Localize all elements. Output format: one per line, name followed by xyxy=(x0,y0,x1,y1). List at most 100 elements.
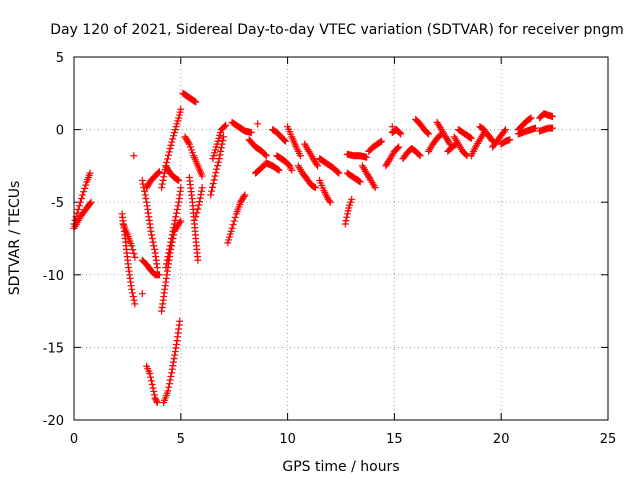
data-point xyxy=(163,256,171,264)
data-point xyxy=(313,160,321,168)
data-point xyxy=(174,202,182,210)
data-point xyxy=(210,176,218,184)
data-point xyxy=(138,290,146,298)
data-point xyxy=(164,387,172,395)
data-point xyxy=(164,155,172,163)
data-point xyxy=(221,122,229,130)
data-point xyxy=(395,143,403,151)
x-axis-label: GPS time / hours xyxy=(282,459,399,475)
data-point xyxy=(146,370,154,378)
data-point xyxy=(219,136,227,144)
data-point xyxy=(208,187,216,195)
data-point xyxy=(164,151,172,159)
data-point xyxy=(158,180,166,188)
data-point xyxy=(131,300,139,308)
data-point xyxy=(213,165,221,173)
data-point xyxy=(82,181,90,189)
data-point xyxy=(148,380,156,388)
data-point xyxy=(141,191,149,199)
data-point xyxy=(262,152,270,160)
data-point xyxy=(445,139,453,147)
data-point xyxy=(155,168,163,176)
data-point xyxy=(138,176,146,184)
data-point xyxy=(169,358,177,366)
data-point xyxy=(153,264,161,272)
data-point xyxy=(148,235,156,242)
data-point xyxy=(275,166,283,174)
x-tick-label: 5 xyxy=(177,432,185,447)
data-point xyxy=(228,224,236,232)
data-point xyxy=(195,201,203,209)
data-point xyxy=(527,114,535,122)
data-point xyxy=(371,184,379,192)
data-point xyxy=(87,198,95,206)
x-tick-label: 10 xyxy=(279,432,296,447)
data-point xyxy=(168,138,176,146)
data-point xyxy=(166,376,174,384)
data-point xyxy=(147,227,155,235)
data-point xyxy=(76,198,84,206)
data-point xyxy=(128,289,136,297)
data-point xyxy=(150,391,158,399)
data-points xyxy=(70,89,556,407)
data-point xyxy=(325,197,333,205)
data-point xyxy=(165,249,173,257)
data-point xyxy=(175,176,183,184)
data-point xyxy=(192,98,200,106)
data-point xyxy=(148,231,156,239)
data-point xyxy=(192,213,200,221)
data-point xyxy=(171,216,179,224)
data-point xyxy=(261,151,269,159)
data-point xyxy=(184,139,192,147)
data-point xyxy=(341,220,349,228)
data-point xyxy=(363,153,371,161)
data-point xyxy=(130,250,138,258)
data-point xyxy=(230,217,238,225)
data-point xyxy=(169,362,177,370)
data-point xyxy=(209,180,217,188)
data-point xyxy=(160,173,168,181)
data-point xyxy=(176,317,184,325)
data-point xyxy=(335,169,343,177)
data-point xyxy=(217,147,225,155)
data-point xyxy=(531,124,539,132)
data-point xyxy=(169,135,177,143)
data-point xyxy=(167,238,175,246)
data-point xyxy=(311,184,319,192)
x-tick-label: 15 xyxy=(386,432,403,447)
data-point xyxy=(424,129,432,137)
data-point xyxy=(170,132,178,140)
data-point xyxy=(394,144,402,152)
y-tick-label: 0 xyxy=(56,124,64,139)
data-point xyxy=(168,369,176,377)
chart-title: Day 120 of 2021, Sidereal Day-to-day VTE… xyxy=(50,22,624,38)
data-point xyxy=(211,172,219,180)
x-tick-label: 25 xyxy=(600,432,617,447)
data-point xyxy=(176,219,184,227)
data-point xyxy=(247,129,255,137)
data-point xyxy=(150,242,158,250)
data-point xyxy=(173,209,181,217)
data-point xyxy=(396,129,404,137)
plot-frame xyxy=(73,56,609,421)
data-point xyxy=(149,238,157,246)
data-point xyxy=(231,213,239,221)
data-point xyxy=(80,188,88,196)
data-point xyxy=(166,242,174,250)
data-point xyxy=(526,115,534,123)
data-point xyxy=(467,134,475,142)
data-point xyxy=(193,209,201,217)
data-point xyxy=(158,184,166,192)
data-point xyxy=(171,348,179,356)
data-point xyxy=(168,231,176,239)
data-point xyxy=(214,158,222,166)
data-point xyxy=(150,387,158,395)
data-point xyxy=(173,205,181,213)
data-point xyxy=(75,202,83,210)
data-point xyxy=(147,373,155,381)
data-point xyxy=(130,296,138,304)
data-point xyxy=(171,351,179,359)
data-point xyxy=(425,130,433,138)
y-tick-label: -20 xyxy=(43,414,64,429)
